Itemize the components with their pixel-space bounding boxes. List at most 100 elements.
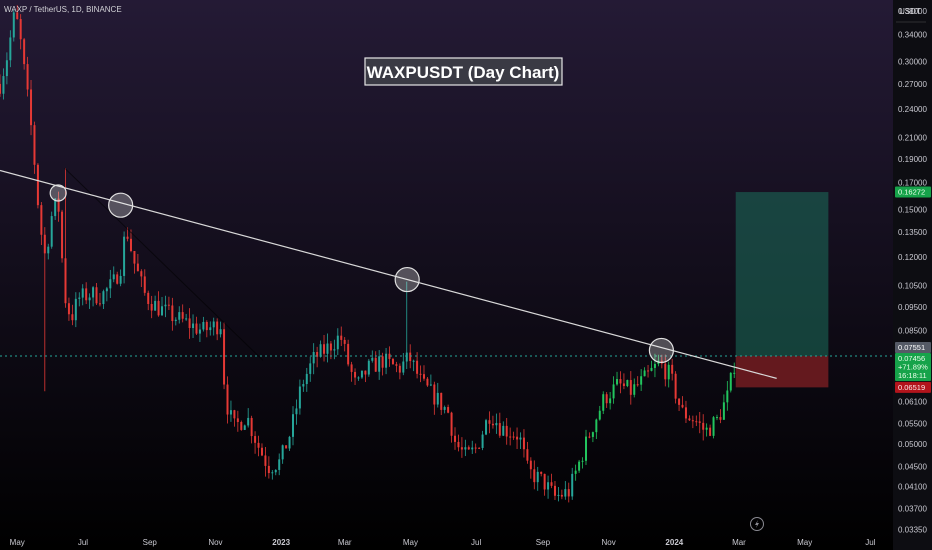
candle-body — [516, 436, 519, 440]
candle-body — [433, 384, 436, 405]
candle-body — [467, 447, 470, 450]
price-tag-text: 0.07456 — [898, 354, 925, 363]
candle-body — [595, 419, 598, 433]
candle-body — [254, 436, 257, 443]
candle-body — [354, 371, 357, 378]
candle-body — [61, 211, 64, 259]
candle-body — [457, 441, 460, 448]
candle-body — [129, 238, 132, 251]
candle-body — [678, 398, 681, 405]
candle-body — [522, 437, 525, 450]
candle-body — [454, 435, 457, 442]
candle-body — [74, 298, 77, 321]
candle-body — [288, 436, 291, 449]
candle-body — [205, 321, 208, 331]
x-tick-label: Nov — [602, 538, 616, 547]
candle-body — [336, 335, 339, 350]
symbol-header: WAXP / TetherUS, 1D, BINANCE — [4, 5, 122, 14]
y-tick-label: 0.38000 — [898, 7, 927, 16]
candle-body — [533, 469, 536, 483]
candle-body — [264, 455, 267, 466]
candle-body — [616, 379, 619, 385]
candle-body — [333, 349, 336, 351]
candle-body — [154, 300, 157, 311]
candle-body — [519, 437, 522, 440]
candle-body — [116, 274, 119, 284]
candle-body — [567, 489, 570, 497]
candle-body — [298, 386, 301, 409]
candle-body — [278, 459, 281, 470]
candle-body — [474, 447, 477, 449]
x-tick-label: Mar — [338, 538, 352, 547]
candle-body — [340, 335, 343, 340]
candle-body — [488, 420, 491, 424]
x-tick-label: Mar — [732, 538, 746, 547]
y-axis: 0.38000 0.34000 0.30000 0.27000 0.24000 0.210… — [898, 7, 927, 535]
candle-body — [260, 447, 263, 456]
candle-body — [147, 292, 150, 304]
candle-body — [626, 380, 629, 387]
candle-body — [64, 258, 67, 304]
candle-body — [405, 352, 408, 362]
candle-body — [195, 323, 198, 334]
candle-body — [188, 318, 191, 329]
price-tag — [895, 342, 931, 354]
candle-body — [440, 392, 443, 410]
candle-body — [378, 356, 381, 372]
y-tick-label: 0.27000 — [898, 80, 927, 89]
candle-body — [36, 164, 39, 206]
candle-body — [12, 12, 15, 38]
descending-trendline[interactable] — [0, 169, 777, 379]
lightning-icon[interactable] — [750, 517, 764, 531]
candle-body — [543, 473, 546, 490]
candle-body — [560, 494, 563, 497]
candle-body — [547, 482, 550, 490]
candle-body — [719, 417, 722, 420]
y-tick-label: 0.19000 — [898, 155, 927, 164]
candle-body — [302, 384, 305, 387]
y-axis-panel — [893, 0, 932, 550]
candle-body — [529, 460, 532, 470]
candle-body — [181, 312, 184, 319]
price-tag — [895, 381, 931, 393]
candle-body — [398, 365, 401, 373]
candle-body — [688, 418, 691, 421]
x-tick-label: Jul — [78, 538, 88, 547]
title-box: WAXPUSDT (Day Chart) — [364, 57, 563, 86]
y-tick-label: 0.05000 — [898, 440, 927, 449]
candle-body — [478, 447, 481, 449]
candle-body — [664, 363, 667, 380]
candle-body — [167, 304, 170, 306]
candle-body — [223, 329, 226, 385]
y-tick-label: 0.17000 — [898, 179, 927, 188]
candle-body — [426, 378, 429, 386]
price-labels: 0.16272 0.07551 0.07456+71.89%16:18:11 0.06… — [895, 186, 931, 393]
candle-body — [681, 404, 684, 408]
candle-body — [85, 288, 88, 301]
candle-body — [212, 321, 215, 328]
price-tag — [895, 353, 931, 382]
candle-body — [429, 384, 432, 386]
candle-body — [247, 417, 250, 426]
y-tick-label: 0.05500 — [898, 420, 927, 429]
candle-body — [174, 319, 177, 322]
y-tick-label: 0.03700 — [898, 504, 927, 513]
candle-body — [309, 363, 312, 374]
target-zone[interactable] — [735, 192, 829, 357]
candle-body — [491, 423, 494, 426]
candle-body — [33, 125, 36, 165]
candle-body — [591, 432, 594, 437]
candle-body — [119, 275, 122, 284]
candle-body — [95, 287, 98, 304]
candle-body — [509, 436, 512, 438]
candle-body — [133, 250, 136, 264]
secondary-trendline[interactable] — [64, 167, 264, 361]
candle-body — [202, 321, 205, 330]
candle-body — [564, 489, 567, 497]
candle-body — [209, 327, 212, 331]
candle-body — [185, 318, 188, 320]
candle-body — [450, 412, 453, 436]
candle-body — [650, 367, 653, 371]
candle-body — [464, 447, 467, 450]
